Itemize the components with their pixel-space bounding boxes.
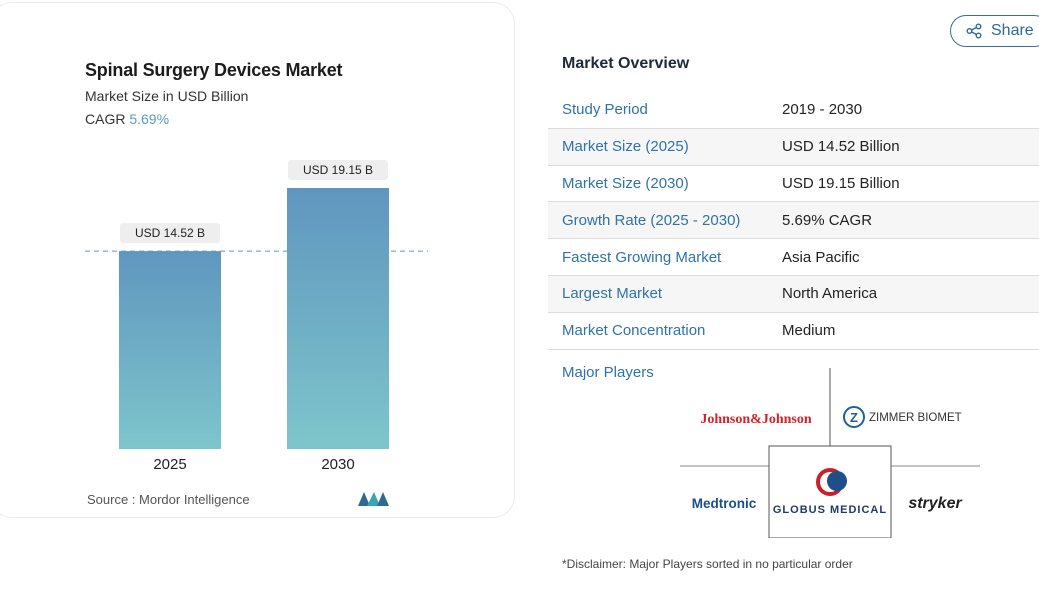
table-row: Fastest Growing Market Asia Pacific [548, 239, 1039, 276]
bar-2030 [287, 188, 389, 449]
svg-text:Z: Z [850, 410, 858, 425]
row-key: Largest Market [562, 285, 663, 303]
table-row: Growth Rate (2025 - 2030) 5.69% CAGR [548, 202, 1039, 240]
row-value: USD 14.52 Billion [782, 138, 900, 156]
data-label-bg [288, 160, 388, 180]
major-players-label: Major Players [562, 364, 654, 381]
zimmer-biomet-logo: Z ZIMMER BIOMET [843, 406, 962, 428]
cagr-label: CAGR [85, 111, 126, 127]
overview-table: Study Period 2019 - 2030 Market Size (20… [548, 92, 1039, 350]
globus-medical-logo: GLOBUS MEDICAL [773, 468, 887, 516]
row-value: Medium [782, 322, 836, 340]
mordor-logo-icon [358, 492, 389, 506]
table-row: Market Size (2030) USD 19.15 Billion [548, 166, 1039, 203]
chart-subtitle: Market Size in USD Billion [85, 88, 249, 104]
row-value: USD 19.15 Billion [782, 174, 900, 192]
row-value: 5.69% CAGR [782, 211, 873, 229]
row-value: 2019 - 2030 [782, 101, 863, 119]
disclaimer: *Disclaimer: Major Players sorted in no … [562, 557, 853, 571]
bar-2025 [119, 251, 221, 449]
row-key: Study Period [562, 101, 648, 119]
johnson-johnson-logo: Johnson&Johnson [700, 412, 811, 427]
globus-medical-text: GLOBUS MEDICAL [773, 504, 887, 516]
row-key: Growth Rate (2025 - 2030) [562, 211, 741, 229]
stryker-logo: stryker [908, 495, 962, 512]
row-key: Market Concentration [562, 322, 706, 340]
medtronic-logo: Medtronic [692, 496, 757, 511]
market-chart-card [0, 2, 515, 518]
overview-title: Market Overview [562, 55, 690, 72]
x-tick-label: 2025 [153, 456, 186, 473]
chart-source: Source : Mordor Intelligence [87, 492, 250, 507]
chart-title: Spinal Surgery Devices Market [85, 60, 343, 80]
share-label: Share [991, 22, 1034, 39]
table-row: Market Size (2025) USD 14.52 Billion [548, 128, 1039, 166]
row-key: Market Size (2030) [562, 174, 689, 192]
data-label: USD 19.15 B [303, 163, 373, 177]
cagr-value: 5.69% [129, 111, 170, 127]
data-label-bg [120, 223, 220, 244]
chart-cagr: CAGR 5.69% [85, 111, 169, 127]
x-tick-label: 2030 [321, 456, 354, 473]
row-value: North America [782, 285, 878, 303]
table-row: Study Period 2019 - 2030 [548, 92, 1039, 129]
row-value: Asia Pacific [782, 248, 860, 266]
data-label: USD 14.52 B [135, 226, 205, 240]
major-players-grid: Johnson&Johnson Z ZIMMER BIOMET Medtroni… [680, 368, 980, 538]
table-row: Market Concentration Medium [548, 313, 1039, 350]
row-key: Market Size (2025) [562, 138, 689, 156]
share-icon [966, 23, 982, 39]
share-button[interactable]: Share [950, 15, 1039, 47]
zimmer-biomet-text: ZIMMER BIOMET [869, 412, 962, 424]
table-row: Largest Market North America [548, 275, 1039, 313]
row-key: Fastest Growing Market [562, 248, 722, 266]
bar-chart: USD 14.52 B 2025 USD 19.15 B 2030 [85, 160, 428, 473]
